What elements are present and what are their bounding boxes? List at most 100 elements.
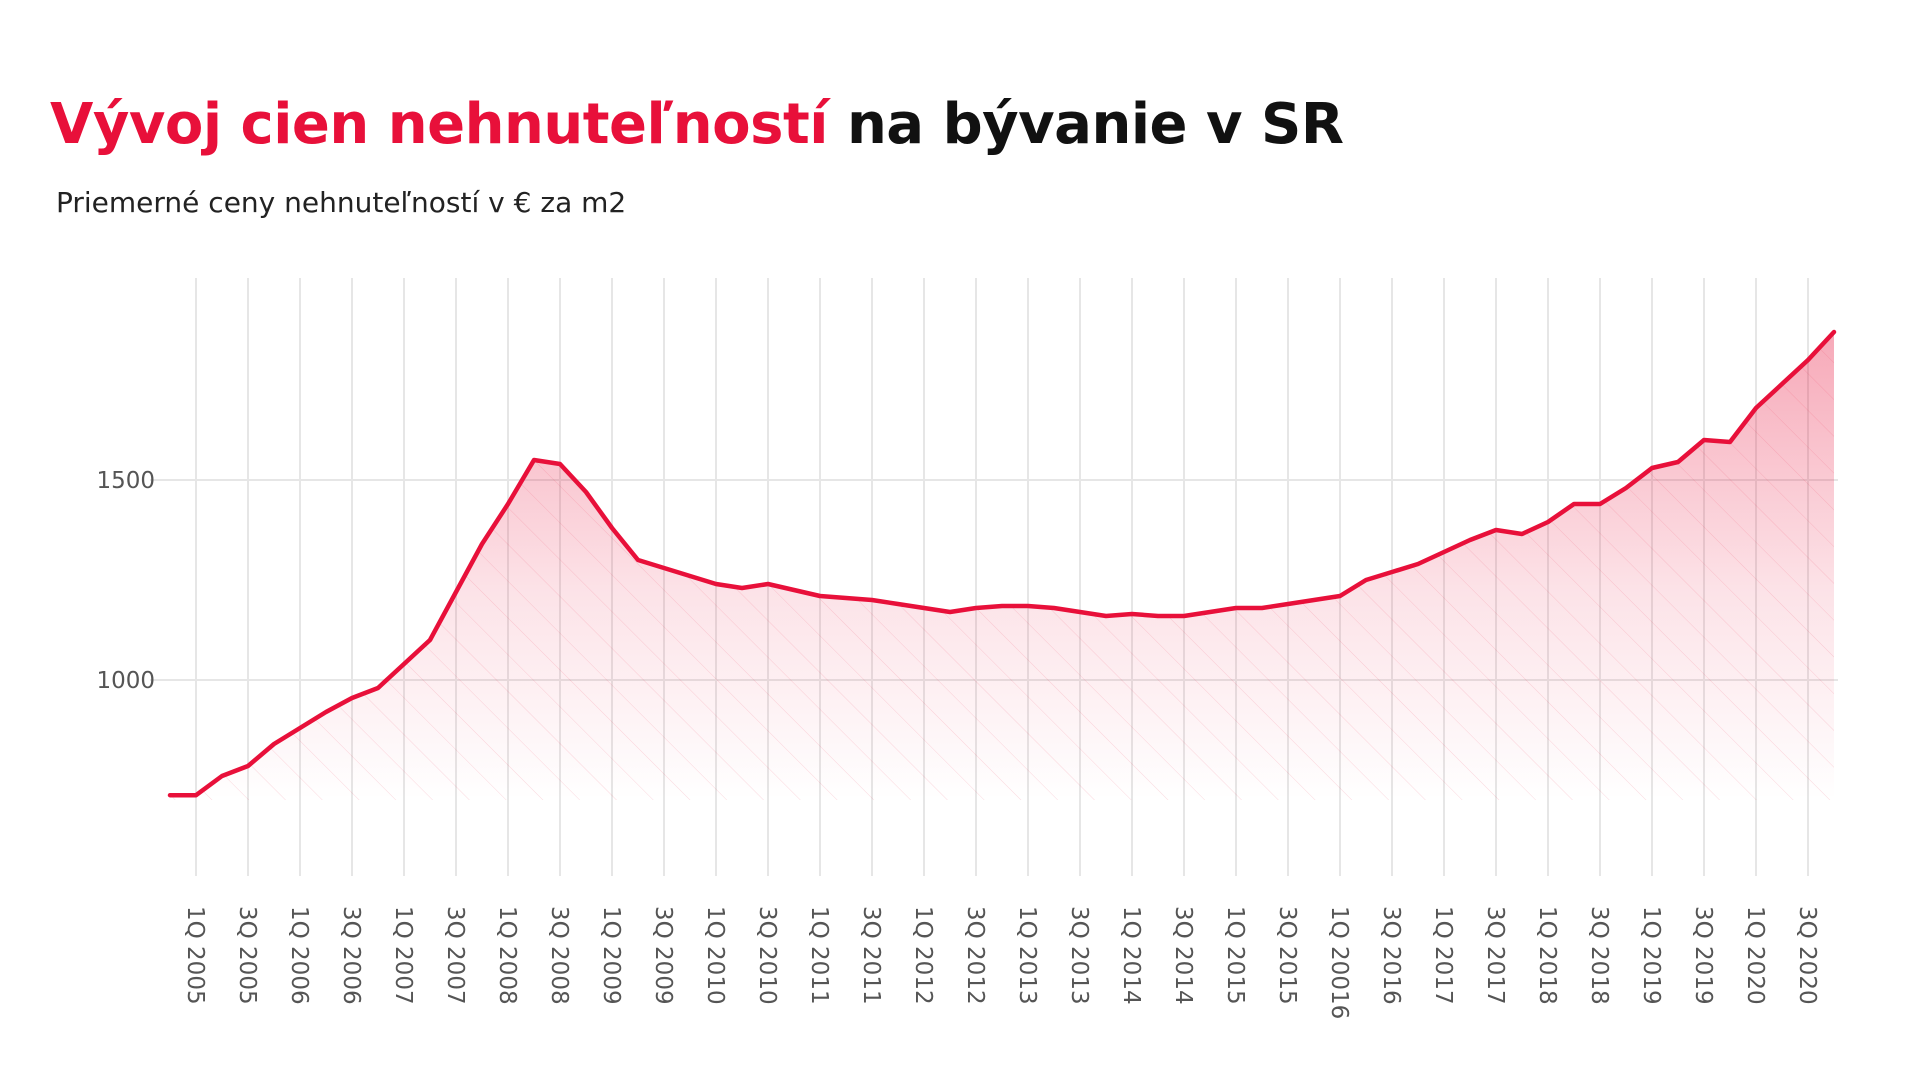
x-tick-label: 1Q 2006 (286, 906, 312, 1005)
data-point (1676, 460, 1680, 464)
data-point (844, 596, 848, 600)
chart-title-accent: Vývoj cien nehnuteľností (50, 92, 828, 157)
data-point (1546, 520, 1550, 524)
x-tick-label: 1Q 2007 (390, 906, 416, 1005)
area-hatch (170, 332, 1834, 800)
x-tick-label: 1Q 2005 (182, 906, 208, 1005)
data-point (1130, 612, 1134, 616)
x-tick-label: 3Q 2006 (338, 906, 364, 1005)
data-point (272, 742, 276, 746)
data-point (350, 696, 354, 700)
data-point (506, 502, 510, 506)
data-point (168, 793, 172, 797)
data-point (1156, 614, 1160, 618)
x-tick-label: 1Q 2012 (910, 906, 936, 1005)
data-point (870, 598, 874, 602)
data-point (1182, 614, 1186, 618)
x-tick-label: 1Q 2014 (1118, 906, 1144, 1005)
x-tick-label: 1Q 2013 (1014, 906, 1040, 1005)
data-point (246, 764, 250, 768)
x-tick-label: 3Q 2010 (754, 906, 780, 1005)
data-point (1312, 598, 1316, 602)
x-tick-label: 3Q 2011 (858, 906, 884, 1005)
y-tick-label: 1500 (96, 468, 155, 494)
x-tick-label: 3Q 2009 (650, 906, 676, 1005)
data-point (1572, 502, 1576, 506)
data-point (1650, 466, 1654, 470)
x-tick-label: 1Q 2020 (1742, 906, 1768, 1005)
data-point (688, 574, 692, 578)
data-point (1338, 594, 1342, 598)
x-tick-label: 1Q 20016 (1326, 906, 1352, 1019)
x-tick-label: 3Q 2008 (546, 906, 572, 1005)
price-line (167, 329, 1837, 798)
data-point (1234, 606, 1238, 610)
data-point (1598, 502, 1602, 506)
x-tick-label: 1Q 2008 (494, 906, 520, 1005)
data-point (584, 490, 588, 494)
data-point (428, 638, 432, 642)
data-point (1442, 550, 1446, 554)
data-point (636, 558, 640, 562)
data-point (1754, 406, 1758, 410)
x-tick-label: 1Q 2010 (702, 906, 728, 1005)
data-point (1364, 578, 1368, 582)
x-tick-label: 1Q 2018 (1534, 906, 1560, 1005)
data-point (1000, 604, 1004, 608)
data-point (974, 606, 978, 610)
data-point (792, 588, 796, 592)
data-point (532, 458, 536, 462)
data-point (1260, 606, 1264, 610)
y-tick-label: 1000 (96, 668, 155, 694)
data-point (1494, 528, 1498, 532)
x-tick-label: 3Q 2019 (1690, 906, 1716, 1005)
data-point (1390, 570, 1394, 574)
data-point (1286, 602, 1290, 606)
data-point (454, 590, 458, 594)
axis-ticks: 1000 1500 1Q 2005 3Q 2005 1Q 2006 3Q 2006 1Q 2… (96, 468, 1820, 1019)
data-point (1052, 606, 1056, 610)
data-point (1832, 330, 1836, 334)
line-layer (167, 329, 1837, 798)
x-tick-label: 3Q 2017 (1482, 906, 1508, 1005)
data-point (1078, 610, 1082, 614)
data-point (1728, 440, 1732, 444)
data-point (714, 582, 718, 586)
chart-subtitle: Priemerné ceny nehnuteľností v € za m2 (56, 186, 627, 219)
x-tick-label: 3Q 2015 (1274, 906, 1300, 1005)
data-point (922, 606, 926, 610)
data-point (1780, 382, 1784, 386)
x-tick-label: 3Q 2016 (1378, 906, 1404, 1005)
data-point (298, 726, 302, 730)
area-layer (170, 332, 1834, 800)
data-point (818, 594, 822, 598)
data-point (1208, 610, 1212, 614)
data-point (220, 774, 224, 778)
data-point (194, 793, 198, 797)
data-point (1026, 604, 1030, 608)
x-tick-label: 3Q 2005 (234, 906, 260, 1005)
x-tick-label: 3Q 2020 (1794, 906, 1820, 1005)
x-tick-label: 3Q 2014 (1170, 906, 1196, 1005)
x-tick-label: 3Q 2018 (1586, 906, 1612, 1005)
data-point (610, 526, 614, 530)
x-tick-label: 1Q 2015 (1222, 906, 1248, 1005)
data-point (558, 462, 562, 466)
data-point (1468, 538, 1472, 542)
data-point (1520, 532, 1524, 536)
data-point (896, 602, 900, 606)
x-tick-label: 1Q 2019 (1638, 906, 1664, 1005)
data-point (1416, 562, 1420, 566)
x-tick-label: 3Q 2013 (1066, 906, 1092, 1005)
data-point (766, 582, 770, 586)
x-tick-label: 3Q 2012 (962, 906, 988, 1005)
data-point (1702, 438, 1706, 442)
data-point (1806, 358, 1810, 362)
chart-title: Vývoj cien nehnuteľností na bývanie v SR (50, 97, 1344, 153)
data-point (740, 586, 744, 590)
x-tick-label: 1Q 2009 (598, 906, 624, 1005)
x-tick-label: 1Q 2011 (806, 906, 832, 1005)
chart-title-rest: na bývanie v SR (846, 92, 1344, 157)
x-tick-label: 3Q 2007 (442, 906, 468, 1005)
